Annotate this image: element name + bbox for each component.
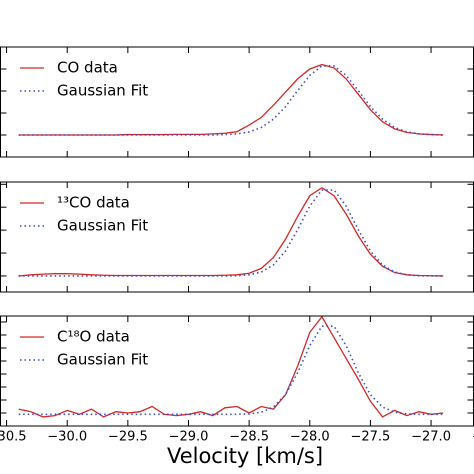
legend-label: Gaussian Fit [57,351,148,369]
x-tick-label: −28.0 [290,430,330,445]
x-tick-label: −30.0 [47,430,87,445]
data-line [18,63,444,136]
x-axis-label: Velocity [km/s] [167,444,323,468]
data-line [18,65,444,136]
legend-label: CO data [57,59,118,77]
data-line [18,315,444,418]
legend-label: Gaussian Fit [57,217,148,235]
data-line [18,325,444,416]
legend-label: Gaussian Fit [57,82,148,100]
x-tick-label: −27.0 [411,430,451,445]
x-tick-label: −29.5 [108,430,148,445]
x-tick-label: −30.5 [0,430,26,445]
data-line [18,186,444,277]
legend-label: C¹⁸O data [57,328,130,346]
x-tick-label: −29.0 [169,430,209,445]
legend-label: ¹³CO data [57,194,130,212]
x-tick-label: −26.5 [472,430,474,445]
x-tick-label: −27.5 [350,430,390,445]
data-line [18,189,444,277]
x-tick-label: −28.5 [229,430,269,445]
